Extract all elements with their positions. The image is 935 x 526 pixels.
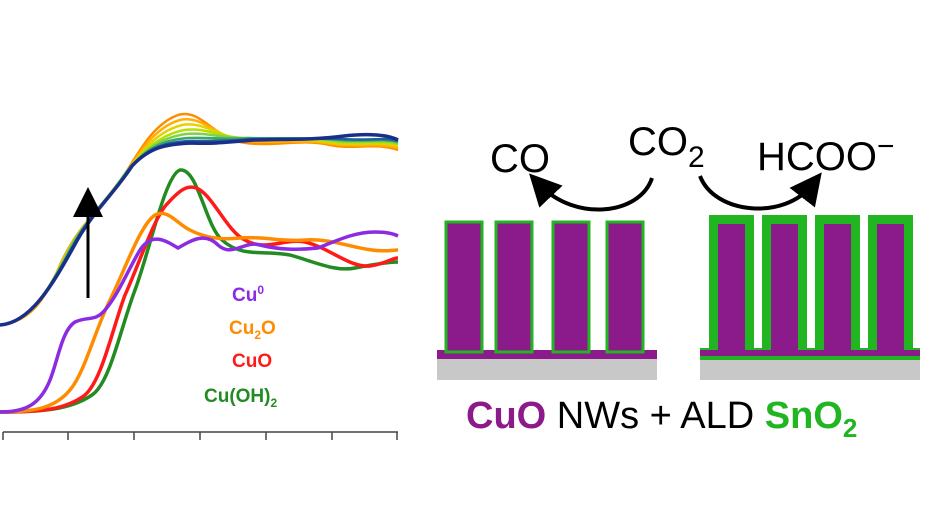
reference-spectrum-line [0, 230, 399, 414]
base-layer [437, 350, 657, 359]
x-axis [2, 431, 398, 440]
upper-spectrum-line [0, 132, 399, 327]
bare-nanowire-array [437, 220, 657, 380]
coated-nanowire [815, 215, 860, 355]
coated-nanowire [868, 215, 913, 355]
coated-nanowire [762, 215, 807, 355]
upper-spectrum-line [0, 118, 399, 327]
coated-nanowire [709, 215, 754, 355]
coated-nanowire-array [700, 215, 920, 380]
upper-spectrum-line [0, 137, 399, 327]
substrate [700, 358, 920, 380]
upper-spectrum-line [0, 136, 399, 327]
schematic-caption: CuO NWs + ALD SnO2 [466, 395, 857, 443]
reference-spectrum-line [0, 168, 399, 414]
legend-entry-cu2o: Cu2O [229, 318, 276, 342]
upper-spectrum-line [0, 128, 399, 327]
spectra-panel: Cu0 Cu2O CuO Cu(OH)2 [0, 112, 399, 440]
reference-spectrum-line [0, 185, 399, 414]
upper-spectrum-line [0, 132, 399, 327]
product-co-label: CO [490, 137, 550, 181]
nanowire [551, 220, 591, 354]
substrate [437, 358, 657, 380]
reactant-co2-label: CO2 [628, 120, 705, 174]
curved-arrow-to-formate [698, 172, 822, 211]
upper-spectrum-line [0, 123, 399, 327]
nanowire [494, 220, 534, 354]
legend: Cu0 Cu2O CuO Cu(OH)2 [204, 283, 277, 410]
lower-spectra-group [0, 168, 399, 414]
legend-entry-cuoh2: Cu(OH)2 [204, 386, 277, 410]
curved-arrow-to-co [528, 173, 654, 212]
schematic-panel: CO CO2 HCOO− [437, 120, 920, 443]
upper-spectra-group [0, 112, 399, 327]
base-layer [700, 350, 920, 356]
nanowire [605, 220, 645, 354]
nanowire [444, 220, 484, 354]
product-formate-label: HCOO− [757, 130, 895, 179]
legend-entry-cu0: Cu0 [232, 283, 264, 306]
reference-spectrum-line [0, 211, 399, 414]
reaction-labels: CO CO2 HCOO− [490, 120, 895, 181]
legend-entry-cuo: CuO [232, 351, 272, 372]
